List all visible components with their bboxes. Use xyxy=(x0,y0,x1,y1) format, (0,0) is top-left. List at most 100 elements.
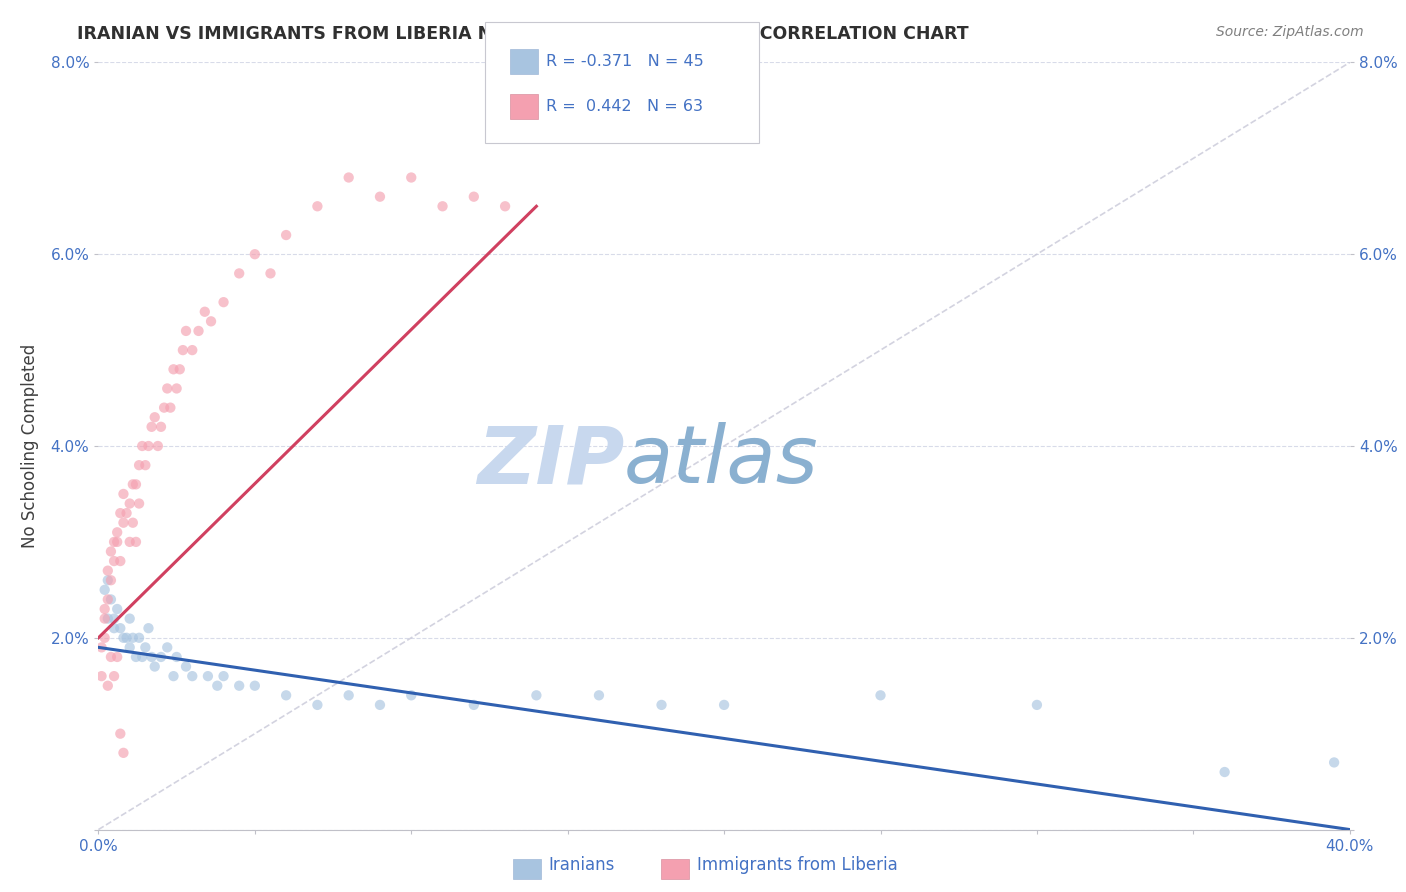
Point xyxy=(138,621,160,635)
Point xyxy=(121,477,143,491)
Point xyxy=(159,401,181,415)
Point xyxy=(93,602,115,616)
Point xyxy=(90,640,112,655)
Y-axis label: No Schooling Completed: No Schooling Completed xyxy=(21,344,39,548)
Point xyxy=(1213,765,1236,780)
Point xyxy=(337,689,360,703)
Point xyxy=(97,592,120,607)
Point xyxy=(337,170,360,185)
Point xyxy=(181,343,204,357)
Point xyxy=(112,487,135,501)
Point xyxy=(187,324,209,338)
Point xyxy=(110,726,132,740)
Point xyxy=(153,401,176,415)
Point xyxy=(121,631,143,645)
Point xyxy=(112,746,135,760)
Point xyxy=(368,698,391,712)
Point xyxy=(93,631,115,645)
Point xyxy=(197,669,219,683)
Point xyxy=(105,649,128,664)
Text: Iranians: Iranians xyxy=(548,856,614,874)
Point xyxy=(194,305,217,319)
Point xyxy=(166,649,188,664)
Point xyxy=(118,640,141,655)
Point xyxy=(103,621,125,635)
Text: Source: ZipAtlas.com: Source: ZipAtlas.com xyxy=(1216,25,1364,39)
Point xyxy=(97,564,120,578)
Point xyxy=(121,516,143,530)
Point xyxy=(228,266,250,280)
Point xyxy=(166,382,188,396)
Point xyxy=(138,439,160,453)
Point xyxy=(112,631,135,645)
Point xyxy=(526,689,548,703)
Point xyxy=(174,659,197,673)
Point xyxy=(128,458,150,473)
Point xyxy=(162,362,184,376)
Point xyxy=(150,649,173,664)
Point xyxy=(494,199,516,213)
Point xyxy=(118,612,141,626)
Point xyxy=(112,516,135,530)
Point xyxy=(212,669,235,683)
Text: R =  0.442   N = 63: R = 0.442 N = 63 xyxy=(546,99,703,113)
Point xyxy=(103,612,125,626)
Point xyxy=(650,698,672,712)
Point xyxy=(134,458,156,473)
Point xyxy=(93,582,115,597)
Point xyxy=(110,554,132,568)
Point xyxy=(118,535,141,549)
Point xyxy=(118,496,141,510)
Point xyxy=(1323,756,1346,770)
Point xyxy=(243,247,266,261)
Point xyxy=(172,343,194,357)
Point xyxy=(103,669,125,683)
Point xyxy=(588,689,610,703)
Point xyxy=(463,698,485,712)
Point xyxy=(100,649,122,664)
Point xyxy=(228,679,250,693)
Point xyxy=(143,659,166,673)
Point xyxy=(146,439,169,453)
Point xyxy=(713,698,735,712)
Point xyxy=(115,506,138,520)
Point xyxy=(169,362,191,376)
Point xyxy=(174,324,197,338)
Point xyxy=(274,689,298,703)
Point xyxy=(93,612,115,626)
Text: ZIP: ZIP xyxy=(477,422,624,500)
Point xyxy=(97,612,120,626)
Point xyxy=(134,640,156,655)
Point xyxy=(207,679,229,693)
Point xyxy=(156,640,179,655)
Point xyxy=(103,554,125,568)
Point xyxy=(90,669,112,683)
Text: atlas: atlas xyxy=(624,422,818,500)
Point xyxy=(200,314,222,328)
Point xyxy=(243,679,266,693)
Point xyxy=(143,410,166,425)
Point xyxy=(115,631,138,645)
Point xyxy=(100,544,122,558)
Point xyxy=(274,227,298,242)
Point xyxy=(401,170,423,185)
Point xyxy=(141,649,163,664)
Point xyxy=(401,689,423,703)
Point xyxy=(368,189,391,203)
Point xyxy=(125,535,148,549)
Point xyxy=(141,419,163,434)
Point xyxy=(162,669,184,683)
Point xyxy=(100,573,122,587)
Text: IRANIAN VS IMMIGRANTS FROM LIBERIA NO SCHOOLING COMPLETED CORRELATION CHART: IRANIAN VS IMMIGRANTS FROM LIBERIA NO SC… xyxy=(77,25,969,43)
Point xyxy=(131,649,153,664)
Point xyxy=(105,535,128,549)
Point xyxy=(128,496,150,510)
Point xyxy=(125,477,148,491)
Point xyxy=(110,621,132,635)
Point xyxy=(1026,698,1049,712)
Point xyxy=(110,506,132,520)
Point xyxy=(128,631,150,645)
Point xyxy=(432,199,454,213)
Point xyxy=(307,199,329,213)
Point xyxy=(105,525,128,540)
